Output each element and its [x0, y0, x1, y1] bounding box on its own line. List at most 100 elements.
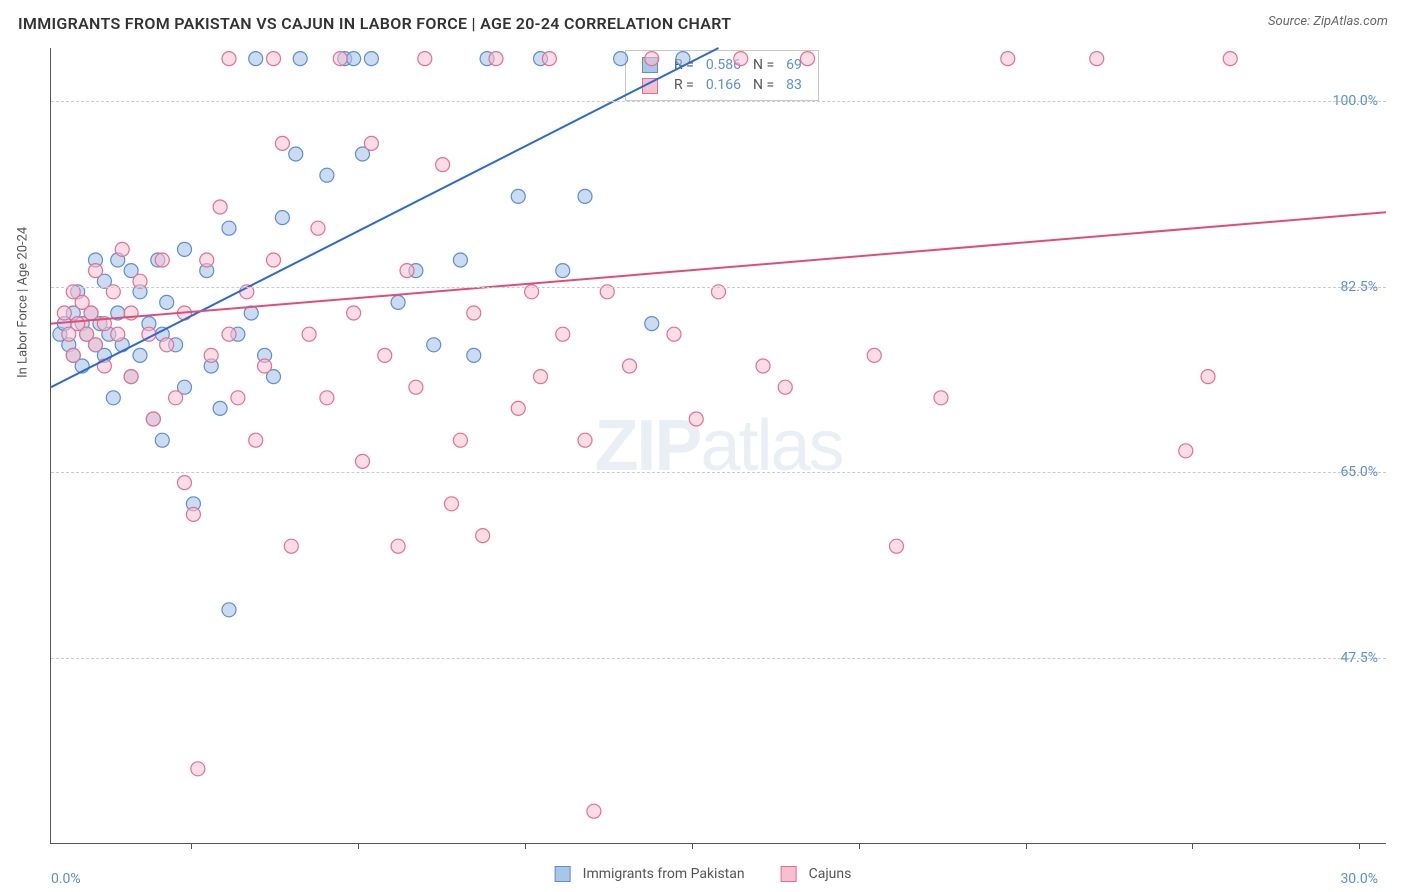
- marker-cajun: [84, 306, 98, 320]
- y-tick-label: 100.0%: [1333, 93, 1378, 109]
- chart-title: IMMIGRANTS FROM PAKISTAN VS CAJUN IN LAB…: [18, 14, 731, 33]
- marker-cajun: [436, 158, 450, 172]
- marker-cajun: [534, 370, 548, 384]
- marker-cajun: [667, 327, 681, 341]
- marker-cajun: [155, 253, 169, 267]
- marker-cajun: [645, 52, 659, 66]
- y-tick-label: 47.5%: [1340, 650, 1378, 666]
- marker-pakistan: [556, 264, 570, 278]
- x-tick: [1359, 843, 1360, 849]
- trendline-pakistan: [51, 48, 719, 387]
- marker-pakistan: [347, 52, 361, 66]
- marker-pakistan: [133, 348, 147, 362]
- gridline: [51, 472, 1386, 473]
- x-max-label: 30.0%: [1340, 871, 1378, 887]
- marker-cajun: [111, 327, 125, 341]
- marker-cajun: [1201, 370, 1215, 384]
- marker-pakistan: [155, 433, 169, 447]
- marker-cajun: [391, 539, 405, 553]
- marker-cajun: [115, 242, 129, 256]
- marker-cajun: [689, 412, 703, 426]
- marker-cajun: [320, 391, 334, 405]
- marker-cajun: [445, 497, 459, 511]
- marker-pakistan: [275, 211, 289, 225]
- marker-cajun: [169, 391, 183, 405]
- x-tick: [692, 843, 693, 849]
- marker-pakistan: [453, 253, 467, 267]
- marker-pakistan: [364, 52, 378, 66]
- marker-cajun: [146, 412, 160, 426]
- marker-cajun: [356, 454, 370, 468]
- chart-header: IMMIGRANTS FROM PAKISTAN VS CAJUN IN LAB…: [0, 0, 1406, 48]
- marker-cajun: [267, 253, 281, 267]
- marker-cajun: [378, 348, 392, 362]
- marker-pakistan: [213, 401, 227, 415]
- marker-cajun: [222, 327, 236, 341]
- marker-pakistan: [511, 189, 525, 203]
- swatch-pakistan-icon: [555, 866, 571, 882]
- marker-pakistan: [106, 391, 120, 405]
- x-tick: [525, 843, 526, 849]
- marker-cajun: [867, 348, 881, 362]
- marker-cajun: [258, 359, 272, 373]
- source-label: Source: ZipAtlas.com: [1268, 14, 1388, 29]
- marker-pakistan: [427, 338, 441, 352]
- marker-cajun: [890, 539, 904, 553]
- marker-cajun: [489, 52, 503, 66]
- marker-pakistan: [578, 189, 592, 203]
- marker-cajun: [756, 359, 770, 373]
- marker-cajun: [284, 539, 298, 553]
- trendline-cajun: [51, 212, 1386, 323]
- marker-cajun: [249, 433, 263, 447]
- marker-pakistan: [178, 242, 192, 256]
- marker-cajun: [191, 762, 205, 776]
- marker-pakistan: [249, 52, 263, 66]
- marker-cajun: [467, 306, 481, 320]
- marker-cajun: [511, 401, 525, 415]
- marker-cajun: [311, 221, 325, 235]
- marker-cajun: [578, 433, 592, 447]
- marker-cajun: [124, 370, 138, 384]
- marker-cajun: [222, 52, 236, 66]
- marker-pakistan: [293, 52, 307, 66]
- marker-cajun: [333, 52, 347, 66]
- marker-cajun: [89, 264, 103, 278]
- gridline: [51, 287, 1386, 288]
- marker-pakistan: [160, 295, 174, 309]
- marker-pakistan: [320, 168, 334, 182]
- x-tick: [191, 843, 192, 849]
- scatter-svg: [51, 48, 1386, 843]
- gridline: [51, 101, 1386, 102]
- marker-pakistan: [289, 147, 303, 161]
- marker-cajun: [623, 359, 637, 373]
- marker-cajun: [734, 52, 748, 66]
- swatch-cajun-icon: [781, 866, 797, 882]
- marker-cajun: [1001, 52, 1015, 66]
- series-legend: Immigrants from Pakistan Cajuns: [555, 866, 852, 882]
- marker-pakistan: [614, 52, 628, 66]
- x-tick: [358, 843, 359, 849]
- marker-cajun: [801, 52, 815, 66]
- legend-item-pakistan: Immigrants from Pakistan: [555, 866, 745, 882]
- marker-cajun: [302, 327, 316, 341]
- marker-cajun: [364, 136, 378, 150]
- marker-pakistan: [467, 348, 481, 362]
- marker-cajun: [409, 380, 423, 394]
- gridline: [51, 658, 1386, 659]
- marker-pakistan: [222, 221, 236, 235]
- marker-cajun: [267, 52, 281, 66]
- marker-cajun: [231, 391, 245, 405]
- marker-cajun: [178, 476, 192, 490]
- marker-cajun: [204, 348, 218, 362]
- marker-cajun: [1179, 444, 1193, 458]
- x-tick: [1026, 843, 1027, 849]
- marker-cajun: [453, 433, 467, 447]
- y-axis-label: In Labor Force | Age 20-24: [16, 226, 31, 377]
- y-tick-label: 65.0%: [1340, 464, 1378, 480]
- marker-cajun: [213, 200, 227, 214]
- y-tick-label: 82.5%: [1340, 279, 1378, 295]
- marker-cajun: [347, 306, 361, 320]
- marker-cajun: [542, 52, 556, 66]
- marker-cajun: [934, 391, 948, 405]
- marker-cajun: [160, 338, 174, 352]
